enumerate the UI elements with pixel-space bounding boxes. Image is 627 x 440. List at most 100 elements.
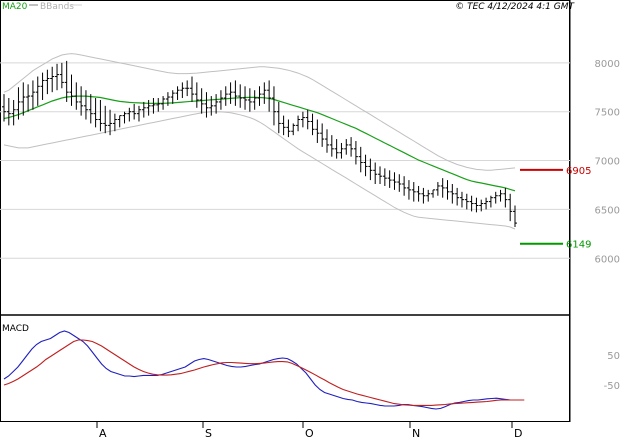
ohlc-bar xyxy=(353,141,358,165)
ohlc-bars xyxy=(2,60,517,227)
ohlc-bar xyxy=(161,96,166,110)
ohlc-bar xyxy=(151,98,156,114)
ohlc-bar xyxy=(21,82,26,116)
x-tick-label: O xyxy=(305,427,314,440)
price-tick-label: 7500 xyxy=(595,108,620,119)
bb-lower-line xyxy=(3,111,516,230)
ohlc-bar xyxy=(175,86,180,100)
ohlc-bar xyxy=(455,187,460,206)
ohlc-bar xyxy=(484,197,489,210)
ohlc-bar xyxy=(35,76,40,106)
ohlc-bar xyxy=(315,119,320,143)
ohlc-bar xyxy=(218,90,223,110)
legend-bbands: BBands xyxy=(40,2,74,12)
ohlc-bar xyxy=(209,96,214,116)
ohlc-bar xyxy=(252,90,257,110)
ohlc-bar xyxy=(368,158,373,181)
ohlc-bar xyxy=(300,111,305,128)
ohlc-bar xyxy=(180,82,185,99)
ohlc-bar xyxy=(88,94,93,124)
ohlc-bar xyxy=(479,199,484,212)
ohlc-bar xyxy=(387,170,392,188)
ohlc-bar xyxy=(334,139,339,159)
ohlc-bar xyxy=(74,82,79,110)
ohlc-bar xyxy=(402,176,407,196)
ohlc-bar xyxy=(411,182,416,202)
ohlc-bar xyxy=(503,187,508,208)
ohlc-bar xyxy=(358,146,363,173)
ohlc-bar xyxy=(170,90,175,104)
ohlc-bar xyxy=(464,193,469,210)
ohlc-bar xyxy=(117,115,122,128)
price-tick-label: 6500 xyxy=(595,205,620,216)
ohlc-bar xyxy=(136,105,141,122)
ohlc-bar xyxy=(204,92,209,118)
macd-panel: MACD 50 -50 xyxy=(2,324,620,410)
ohlc-bar xyxy=(349,137,354,157)
ohlc-bar xyxy=(262,82,267,104)
resistance-label: 6905 xyxy=(566,166,591,177)
ohlc-bar xyxy=(79,86,84,116)
ohlc-bar xyxy=(103,105,108,134)
price-tick-label: 6000 xyxy=(595,254,620,265)
support-label: 6149 xyxy=(566,240,591,251)
ohlc-bar xyxy=(98,99,103,132)
ohlc-bar xyxy=(59,62,64,89)
ohlc-bar xyxy=(281,115,286,136)
ohlc-bar xyxy=(228,82,233,104)
ohlc-bar xyxy=(320,123,325,147)
ohlc-bar xyxy=(431,189,436,198)
ohlc-bar xyxy=(214,94,219,114)
copyright-text: © TEC 4/12/2024 4:1 GMT xyxy=(455,2,575,12)
ohlc-bar xyxy=(11,99,16,126)
ohlc-bar xyxy=(40,72,45,100)
ohlc-bar xyxy=(421,187,426,204)
ohlc-bar xyxy=(488,195,493,208)
ohlc-bar xyxy=(474,197,479,213)
bollinger-bands xyxy=(3,53,516,230)
ohlc-bar xyxy=(199,88,204,114)
ohlc-bar xyxy=(247,88,252,112)
ohlc-bar xyxy=(291,123,296,136)
x-tick-label: N xyxy=(412,427,420,440)
ohlc-bar xyxy=(286,119,291,138)
ohlc-bar xyxy=(257,86,262,106)
ohlc-bar xyxy=(305,109,310,130)
ohlc-bar xyxy=(233,80,238,106)
ohlc-bar xyxy=(329,135,334,157)
ohlc-bar xyxy=(26,84,31,112)
ohlc-bar xyxy=(493,191,498,204)
ohlc-bar xyxy=(55,63,60,91)
gridlines xyxy=(0,62,570,259)
macd-series-signal xyxy=(3,339,525,406)
ohlc-bar xyxy=(324,129,329,153)
ohlc-bar xyxy=(122,111,127,124)
ohlc-bar xyxy=(112,113,117,132)
ohlc-bar xyxy=(146,99,151,116)
ohlc-bar xyxy=(435,182,440,196)
ohlc-bar xyxy=(363,154,368,177)
ohlc-bar xyxy=(271,86,276,126)
price-tick-label: 7000 xyxy=(595,157,620,168)
ohlc-bar xyxy=(45,69,50,95)
ohlc-bar xyxy=(83,90,88,120)
ohlc-bar xyxy=(397,174,402,192)
price-y-axis: 8000 7500 7000 6500 6000 xyxy=(595,59,620,265)
ohlc-bar xyxy=(469,195,474,212)
ohlc-bar xyxy=(426,189,431,202)
ohlc-bar xyxy=(6,98,11,126)
macd-series-macd xyxy=(3,330,515,410)
ohlc-bar xyxy=(310,113,315,136)
ohlc-bar xyxy=(243,86,248,110)
ohlc-bar xyxy=(445,180,450,200)
ohlc-bar xyxy=(450,184,455,204)
ohlc-bar xyxy=(267,80,272,112)
ohlc-bar xyxy=(165,92,170,106)
ohlc-bar xyxy=(238,84,243,108)
ohlc-bar xyxy=(296,115,301,132)
ohlc-bar xyxy=(459,191,464,208)
macd-title: MACD xyxy=(2,324,29,334)
macd-tick-label: 50 xyxy=(607,351,620,362)
legend-ma: MA20 xyxy=(2,2,28,12)
